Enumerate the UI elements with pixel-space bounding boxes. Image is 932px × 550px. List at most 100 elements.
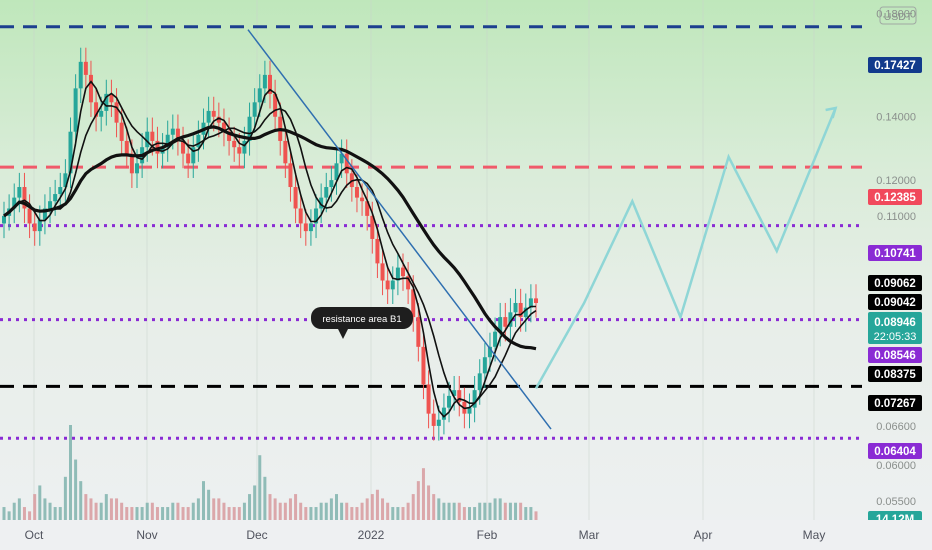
volume-bar <box>2 507 6 520</box>
price-label: 0.09042 <box>874 297 916 309</box>
moving-average-line <box>3 80 536 418</box>
candle-body <box>283 140 288 164</box>
volume-bar <box>140 507 144 520</box>
volume-bar <box>340 502 344 520</box>
annotation-text: resistance area B1 <box>322 314 401 325</box>
candle-body <box>365 201 370 216</box>
y-tick-label: 0.14000 <box>876 112 916 124</box>
candle-body <box>370 215 375 239</box>
volume-bar <box>483 502 487 520</box>
annotation-pointer <box>338 329 348 339</box>
volume-bar <box>17 498 21 520</box>
x-axis-band <box>0 520 932 550</box>
volume-bar <box>237 507 241 520</box>
candle-body <box>135 163 139 174</box>
volume-bar <box>381 498 385 520</box>
price-label: 0.08375 <box>874 369 916 381</box>
volume-bar <box>242 502 246 520</box>
candle-body <box>334 163 339 181</box>
candle-body <box>181 140 186 154</box>
volume-bar <box>309 507 313 520</box>
volume-bar <box>314 507 318 520</box>
candle-body <box>165 134 170 148</box>
candle-body <box>416 317 421 347</box>
candle-body <box>232 140 237 148</box>
candle-body <box>150 131 155 141</box>
projection-line <box>534 107 837 390</box>
candle-body <box>196 134 201 148</box>
volume-bar <box>130 507 134 520</box>
x-tick-label: Oct <box>25 528 44 542</box>
currency-badge <box>879 6 917 25</box>
candle-body <box>94 102 99 117</box>
candle-body <box>68 131 73 174</box>
candle-body <box>27 208 32 224</box>
candle-body <box>447 395 452 408</box>
volume-bar <box>401 507 405 520</box>
y-tick-label: 0.05500 <box>876 496 916 508</box>
annotation: resistance area B1 <box>311 307 413 339</box>
candle-body <box>523 307 528 318</box>
volume-bar <box>268 494 272 520</box>
volume-bar <box>253 485 257 520</box>
volume-bar <box>355 507 359 520</box>
volume-bar <box>427 485 431 520</box>
volume-bar <box>227 507 231 520</box>
volume-bar <box>406 502 410 520</box>
level-label: 0.07267 <box>874 398 916 410</box>
volume-bar <box>416 481 420 520</box>
candle-body <box>406 276 411 290</box>
candle-body <box>119 122 124 141</box>
volume-bar <box>53 507 57 520</box>
volume-bar <box>304 507 308 520</box>
volume-bar <box>79 481 83 520</box>
volume-bar <box>319 502 323 520</box>
volume-bar <box>386 502 390 520</box>
moving-averages <box>3 80 537 418</box>
volume-bar <box>74 459 78 520</box>
volume-bar <box>222 502 226 520</box>
projection-arrowhead <box>825 106 838 119</box>
candle-body <box>242 140 247 154</box>
candle-body <box>12 197 17 209</box>
volume-bar <box>135 507 139 520</box>
volume-bar <box>94 502 98 520</box>
volume-bar <box>212 498 216 520</box>
candle-body <box>170 128 175 135</box>
candle-body <box>298 208 303 224</box>
candle-body <box>503 317 508 327</box>
candles <box>2 47 538 441</box>
volume-bar <box>462 507 466 520</box>
volume-bar <box>22 507 26 520</box>
volume-bar <box>145 502 149 520</box>
candle-body <box>22 187 27 209</box>
volume-bar <box>69 425 72 520</box>
candle-body <box>273 93 278 117</box>
candle-body <box>319 197 324 209</box>
volume-bar <box>503 502 507 520</box>
volume-bar <box>33 494 37 520</box>
level-label: 0.08546 <box>874 350 916 362</box>
candle-body <box>452 390 457 396</box>
currency-label: USDT <box>884 11 913 23</box>
candle-body <box>124 140 129 154</box>
volume-bar <box>115 498 119 520</box>
candle-body <box>211 110 216 117</box>
level-label-bg <box>868 57 922 73</box>
price-label: 0.09062 <box>874 278 916 290</box>
volume-bar <box>150 502 154 520</box>
volume-bar <box>161 507 165 520</box>
price-labels: 0.17427 0.12385 0.10741 0.08546 0.07267 0.064… <box>868 57 922 527</box>
volume-bar <box>442 502 446 520</box>
last-price-bg <box>868 312 922 344</box>
level-label-bg <box>868 245 922 261</box>
volume-bar <box>166 507 170 520</box>
countdown-label: 22:05:33 <box>874 331 917 343</box>
trendline <box>247 29 552 430</box>
volume-bar <box>411 494 415 520</box>
candle-body <box>2 215 6 224</box>
x-tick-label: Feb <box>477 528 498 542</box>
volume-bar <box>248 494 252 520</box>
